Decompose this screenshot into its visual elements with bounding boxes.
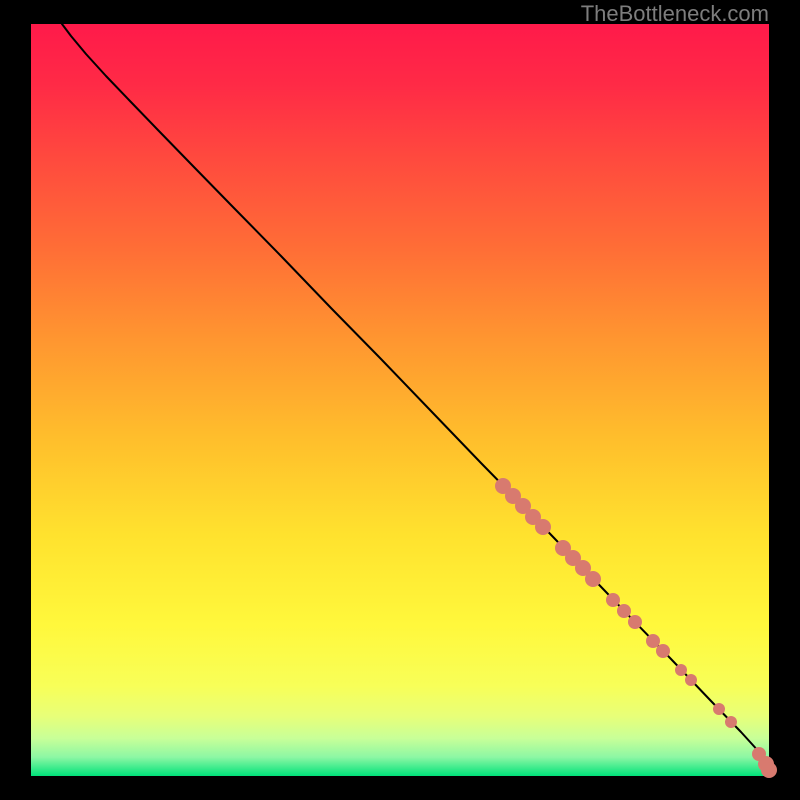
data-marker [725,716,737,728]
data-marker [617,604,631,618]
plot-area [31,24,769,776]
data-marker [685,674,697,686]
watermark-text: TheBottleneck.com [581,1,769,27]
chart-svg [31,24,769,776]
marker-group [495,478,777,778]
data-marker [535,519,551,535]
data-marker [713,703,725,715]
data-marker [606,593,620,607]
data-marker [646,634,660,648]
data-marker [656,644,670,658]
data-marker [675,664,687,676]
data-marker [585,571,601,587]
data-marker [628,615,642,629]
data-marker [761,762,777,778]
